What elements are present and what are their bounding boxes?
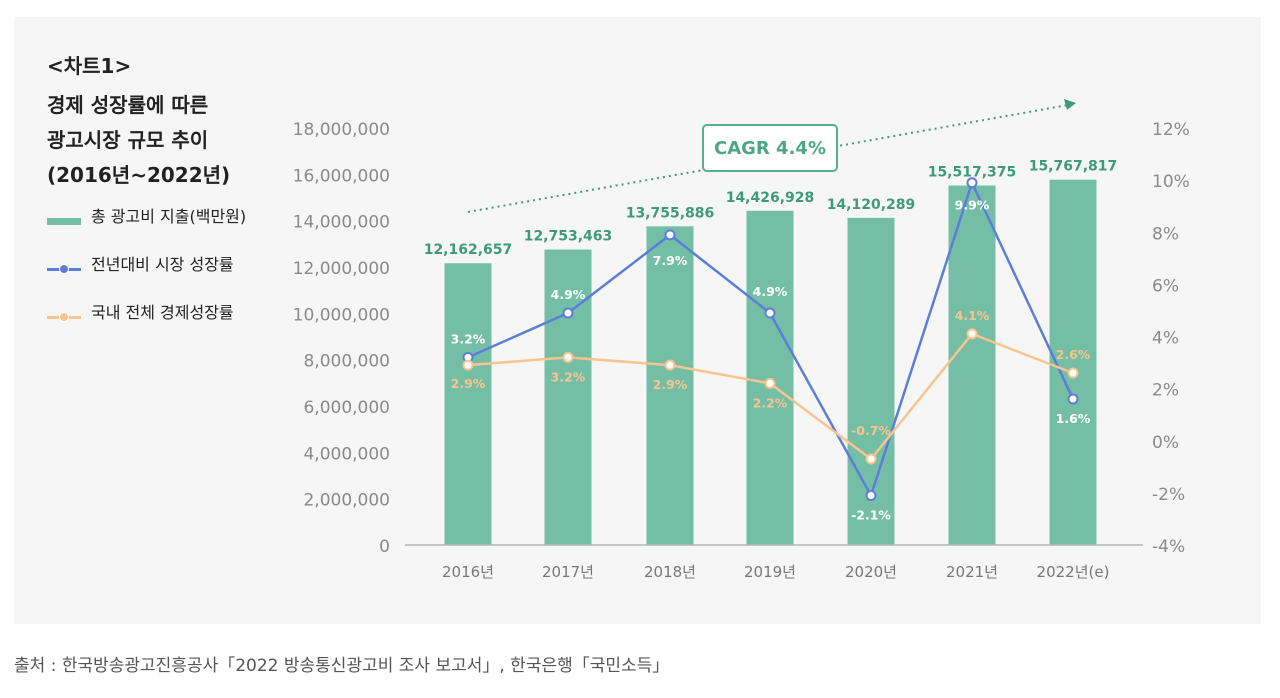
y-right-tick-label: 2%	[1152, 381, 1179, 401]
legend-label-market-growth: 전년대비 시장 성장률	[91, 255, 234, 274]
y-right-tick-label: 4%	[1152, 329, 1179, 349]
x-tick-label: 2021년	[946, 563, 998, 581]
y-left-tick-label: 4,000,000	[303, 444, 390, 464]
legend-label-ad-spend: 총 광고비 지출(백만원)	[91, 207, 247, 226]
market-growth-point	[966, 177, 978, 189]
economy-growth-label: -0.7%	[851, 423, 891, 438]
y-right-tick-label: 6%	[1152, 276, 1179, 296]
y-left-tick-label: 8,000,000	[303, 352, 390, 372]
x-tick-label: 2017년	[542, 563, 594, 581]
economy-growth-point	[664, 359, 676, 371]
y-right-tick-label: -4%	[1152, 537, 1185, 557]
economy-growth-label: 4.1%	[955, 308, 990, 323]
y-right-tick-label: 0%	[1152, 433, 1179, 453]
bar-value-label: 15,767,817	[1029, 159, 1118, 175]
bar-value-label: 14,426,928	[726, 190, 815, 206]
x-tick-label: 2018년	[644, 563, 696, 581]
x-tick-label: 2022년(e)	[1037, 563, 1110, 581]
market-growth-label: 3.2%	[451, 331, 486, 346]
market-growth-point	[764, 307, 776, 319]
y-left-tick-label: 12,000,000	[293, 259, 390, 279]
chart-label: <차트1>	[47, 54, 132, 78]
economy-growth-point	[562, 351, 574, 363]
legend-item-market-growth: 전년대비 시장 성장률	[47, 255, 246, 306]
economy-growth-label: 2.2%	[753, 395, 788, 410]
bar	[646, 226, 694, 546]
y-left-tick-label: 14,000,000	[293, 213, 390, 233]
market-growth-label: 4.9%	[551, 287, 586, 302]
market-growth-label: -2.1%	[851, 507, 891, 522]
bar	[544, 249, 592, 545]
bar-value-label: 12,753,463	[524, 229, 613, 245]
market-growth-point	[865, 489, 877, 501]
economy-growth-label: 2.9%	[451, 376, 486, 391]
cagr-trend-arrowhead	[1064, 99, 1076, 110]
economy-growth-point	[764, 377, 776, 389]
economy-growth-label: 2.6%	[1056, 347, 1091, 362]
y-left-tick-label: 6,000,000	[303, 398, 390, 418]
economy-growth-label: 3.2%	[551, 369, 586, 384]
y-right-tick-label: 10%	[1152, 172, 1190, 192]
economy-growth-point	[462, 359, 474, 371]
legend-swatch-bar	[47, 218, 81, 225]
legend-swatch-market-line	[47, 264, 81, 274]
y-left-tick-label: 16,000,000	[293, 166, 390, 186]
bar-value-label: 15,517,375	[928, 165, 1017, 181]
market-growth-label: 9.9%	[955, 198, 990, 213]
market-growth-point	[1067, 393, 1079, 405]
y-left-tick-label: 0	[379, 537, 390, 557]
chart-title: 경제 성장률에 따른 광고시장 규모 추이 (2016년~2022년)	[47, 88, 230, 193]
bar	[746, 210, 794, 545]
economy-growth-point	[865, 453, 877, 465]
market-growth-point	[562, 307, 574, 319]
bar	[444, 263, 492, 545]
source-note: 출처 : 한국방송광고진흥공사「2022 방송통신광고비 조사 보고서」, 한국…	[14, 656, 670, 676]
legend-item-economy-growth: 국내 전체 경제성장률	[47, 303, 246, 354]
legend-item-ad-spend: 총 광고비 지출(백만원)	[47, 207, 246, 258]
chart-title-line-2: 광고시장 규모 추이	[47, 128, 209, 152]
chart-title-line-1: 경제 성장률에 따른	[47, 93, 209, 117]
market-growth-label: 1.6%	[1056, 411, 1091, 426]
bar	[1049, 179, 1097, 546]
chart-title-line-3: (2016년~2022년)	[47, 163, 231, 187]
economy-growth-point	[966, 328, 978, 340]
market-growth-label: 7.9%	[653, 253, 688, 268]
y-right-tick-label: 12%	[1152, 120, 1190, 140]
y-right-tick-label: -2%	[1152, 485, 1185, 505]
x-tick-label: 2016년	[442, 563, 494, 581]
x-tick-label: 2019년	[744, 563, 796, 581]
y-left-tick-label: 2,000,000	[303, 491, 390, 511]
bar	[948, 185, 996, 545]
bar-value-label: 12,162,657	[424, 242, 513, 258]
y-left-tick-label: 18,000,000	[293, 120, 390, 140]
bar-value-label: 14,120,289	[827, 197, 916, 213]
y-right-tick-label: 8%	[1152, 224, 1179, 244]
market-growth-point	[664, 229, 676, 241]
chart-legend: 총 광고비 지출(백만원) 전년대비 시장 성장률 국내 전체 경제성장률	[47, 207, 246, 354]
y-left-tick-label: 10,000,000	[293, 305, 390, 325]
legend-label-economy-growth: 국내 전체 경제성장률	[91, 303, 234, 322]
market-growth-label: 4.9%	[753, 284, 788, 299]
bar-value-label: 13,755,886	[626, 205, 715, 221]
economy-growth-label: 2.9%	[653, 377, 688, 392]
legend-swatch-economy-line	[47, 312, 81, 322]
cagr-annotation: CAGR 4.4%	[702, 124, 838, 172]
x-tick-label: 2020년	[845, 563, 897, 581]
economy-growth-point	[1067, 367, 1079, 379]
